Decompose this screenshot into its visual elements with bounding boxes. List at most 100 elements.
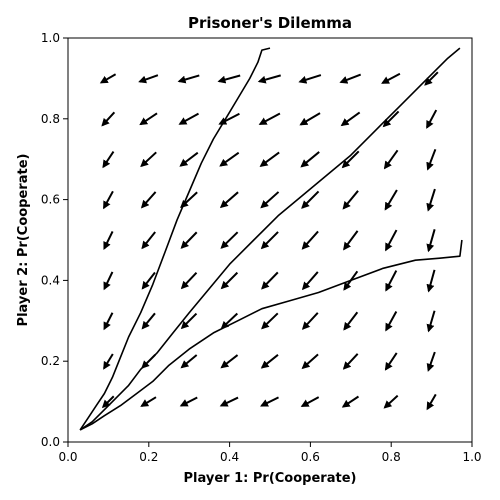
vector-arrow — [426, 109, 438, 129]
vector-arrow — [220, 231, 239, 249]
vector-arrow — [426, 229, 436, 253]
y-tick-label: 0.4 — [41, 273, 60, 287]
vector-arrow — [220, 271, 239, 290]
vector-arrow — [140, 151, 157, 168]
vector-arrow — [103, 312, 114, 331]
vector-arrow — [140, 191, 157, 209]
vector-arrow — [339, 73, 362, 84]
vector-arrow — [261, 271, 279, 290]
vector-arrow — [343, 311, 359, 331]
vector-arrow — [141, 231, 156, 250]
vector-arrow — [301, 271, 319, 291]
vector-arrow — [220, 354, 239, 369]
vector-arrow — [141, 271, 156, 290]
vector-arrow — [260, 191, 280, 209]
vector-arrow — [217, 74, 241, 84]
axis-ticks: 0.00.0 0.2 0.2 0.4 0.4 0.6 0.6 0.8 0.8 1.0 1.0 — [41, 31, 482, 464]
vector-arrow — [258, 112, 281, 125]
vector-arrow — [426, 393, 437, 411]
axes-frame — [67, 37, 473, 443]
y-tick-label: 0.6 — [41, 193, 60, 207]
vector-arrow — [180, 312, 198, 330]
x-tick-label: 0.8 — [382, 450, 401, 464]
vector-arrow — [300, 396, 320, 408]
vector-arrow — [385, 229, 398, 252]
x-tick-label: 1.0 — [462, 450, 481, 464]
y-tick-label: 0.2 — [41, 354, 60, 368]
vector-arrow — [383, 149, 399, 170]
y-axis-label: Player 2: Pr(Cooperate) — [16, 154, 31, 327]
vector-arrow — [384, 189, 398, 211]
vector-arrow — [341, 150, 360, 169]
vector-arrow — [343, 230, 359, 251]
vector-arrow — [301, 230, 319, 250]
trajectory-line — [79, 47, 461, 431]
vector-arrow — [180, 354, 198, 369]
vector-arrow — [260, 231, 279, 250]
vector-arrow — [220, 312, 239, 330]
vector-arrow — [261, 312, 279, 330]
vector-arrow — [426, 188, 436, 212]
vector-arrow — [102, 190, 114, 210]
vector-arrow — [103, 231, 114, 250]
vector-arrow — [342, 190, 359, 210]
vector-arrow — [178, 112, 199, 125]
vector-arrow — [341, 395, 360, 408]
vector-arrow — [103, 353, 114, 370]
x-tick-label: 0.0 — [58, 450, 77, 464]
vector-arrow — [300, 151, 320, 168]
vector-arrow — [301, 190, 320, 209]
vector-arrow — [138, 74, 159, 84]
vector-arrow — [426, 148, 437, 171]
vector-arrow — [299, 112, 321, 126]
vector-arrow — [260, 354, 279, 369]
vector-arrow — [340, 111, 361, 127]
vector-arrow — [103, 271, 114, 291]
vector-arrow — [385, 311, 398, 332]
trajectory-line — [79, 239, 463, 431]
vector-arrow — [257, 74, 281, 84]
vector-arrow — [179, 151, 199, 167]
vector-arrow — [180, 271, 198, 290]
vector-arrow — [179, 396, 198, 407]
vector-arrow — [385, 270, 398, 292]
x-tick-label: 0.6 — [301, 450, 320, 464]
vector-arrow — [101, 395, 115, 409]
y-tick-label: 1.0 — [41, 31, 60, 45]
vector-arrow — [260, 396, 279, 407]
vector-arrow — [384, 352, 398, 371]
trajectory-line — [79, 47, 271, 431]
vector-arrow — [342, 353, 359, 370]
plot-area — [79, 47, 463, 431]
vector-arrow — [383, 394, 399, 409]
vector-arrow — [424, 71, 439, 86]
vector-arrow — [177, 74, 200, 84]
vector-arrow — [140, 396, 157, 407]
y-tick-label: 0.8 — [41, 112, 60, 126]
chart-title: Prisoner's Dilemma — [188, 14, 352, 32]
vector-arrow — [381, 72, 401, 84]
vector-arrow — [298, 74, 322, 84]
vector-arrow — [101, 111, 116, 127]
vector-arrow — [141, 312, 156, 330]
x-axis-label: Player 1: Pr(Cooperate) — [184, 471, 357, 486]
vector-arrow — [259, 151, 280, 167]
vector-arrow — [426, 310, 436, 333]
vector-arrow — [301, 353, 319, 370]
vector-arrow — [426, 269, 436, 293]
vector-arrow — [219, 191, 239, 209]
vector-arrow — [99, 73, 117, 84]
y-tick-label: 0.0 — [41, 435, 60, 449]
vector-arrow — [102, 150, 115, 169]
vector-arrow — [426, 351, 436, 372]
vector-arrow — [139, 112, 158, 126]
x-tick-label: 0.2 — [139, 450, 158, 464]
vector-arrow — [219, 396, 239, 407]
vector-arrow — [219, 151, 240, 167]
vector-arrow — [180, 231, 198, 249]
x-tick-label: 0.4 — [220, 450, 239, 464]
vector-arrow — [301, 312, 319, 330]
vector-arrow — [382, 110, 400, 128]
